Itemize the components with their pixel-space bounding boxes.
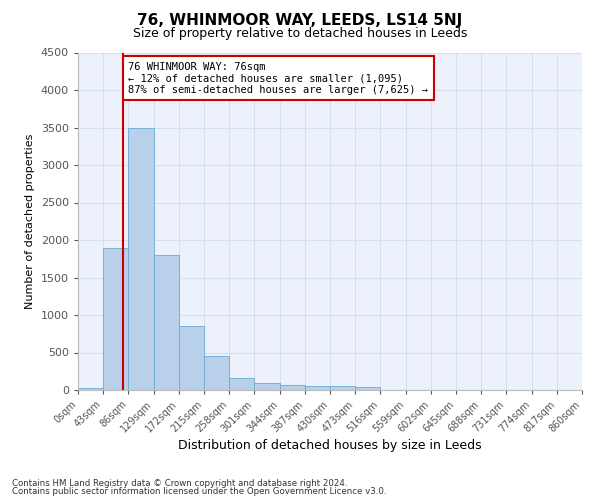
Text: Size of property relative to detached houses in Leeds: Size of property relative to detached ho…	[133, 28, 467, 40]
Bar	[128, 128, 154, 390]
Bar	[330, 386, 355, 390]
Text: Contains HM Land Registry data © Crown copyright and database right 2024.: Contains HM Land Registry data © Crown c…	[12, 478, 347, 488]
Bar	[305, 386, 330, 390]
Text: 76 WHINMOOR WAY: 76sqm
← 12% of detached houses are smaller (1,095)
87% of semi-: 76 WHINMOOR WAY: 76sqm ← 12% of detached…	[128, 62, 428, 94]
Bar	[154, 255, 179, 390]
X-axis label: Distribution of detached houses by size in Leeds: Distribution of detached houses by size …	[178, 440, 482, 452]
Bar	[179, 326, 204, 390]
Text: Contains public sector information licensed under the Open Government Licence v3: Contains public sector information licen…	[12, 487, 386, 496]
Bar	[103, 248, 128, 390]
Bar	[355, 386, 380, 390]
Y-axis label: Number of detached properties: Number of detached properties	[25, 134, 35, 309]
Bar	[78, 388, 103, 390]
Bar	[204, 356, 229, 390]
Text: 76, WHINMOOR WAY, LEEDS, LS14 5NJ: 76, WHINMOOR WAY, LEEDS, LS14 5NJ	[137, 12, 463, 28]
Bar	[229, 378, 254, 390]
Bar	[280, 385, 305, 390]
Bar	[254, 382, 280, 390]
